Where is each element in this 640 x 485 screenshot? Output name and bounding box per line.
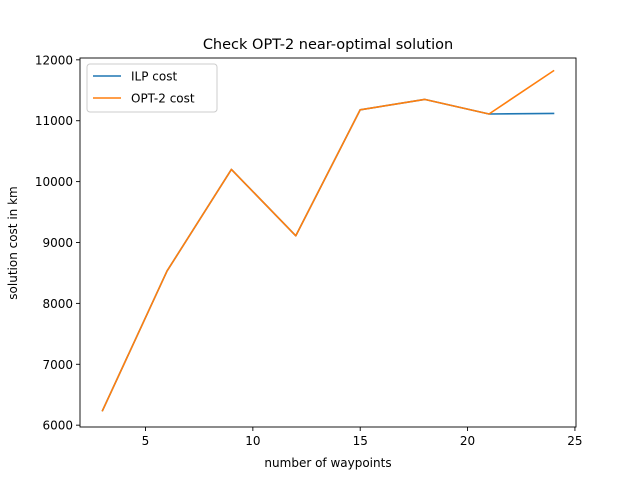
x-tick-label: 15 [353, 434, 368, 448]
y-tick-label: 12000 [35, 53, 73, 67]
axes-layer: 5 10 15 20 25 6000 7000 8000 9000 10000 11000 12000 [35, 53, 583, 448]
x-tick-label: 5 [142, 434, 150, 448]
y-tick-label: 6000 [42, 419, 73, 433]
series-line-2 [101, 69, 555, 412]
y-tick-label: 7000 [42, 358, 73, 372]
series-layer [101, 69, 555, 412]
y-tick-label: 11000 [35, 114, 73, 128]
y-tick-label: 8000 [42, 297, 73, 311]
x-axis-label: number of waypoints [264, 456, 391, 470]
x-tick-label: 10 [245, 434, 260, 448]
legend-label-1: ILP cost [131, 70, 177, 84]
y-tick-label: 9000 [42, 236, 73, 250]
x-tick-label: 25 [567, 434, 582, 448]
y-axis-label: solution cost in km [6, 186, 20, 299]
y-tick-label: 10000 [35, 175, 73, 189]
legend: ILP cost OPT-2 cost [86, 63, 218, 113]
chart-title: Check OPT-2 near-optimal solution [203, 37, 453, 53]
legend-label-2: OPT-2 cost [131, 92, 195, 106]
x-tick-label: 20 [460, 434, 475, 448]
